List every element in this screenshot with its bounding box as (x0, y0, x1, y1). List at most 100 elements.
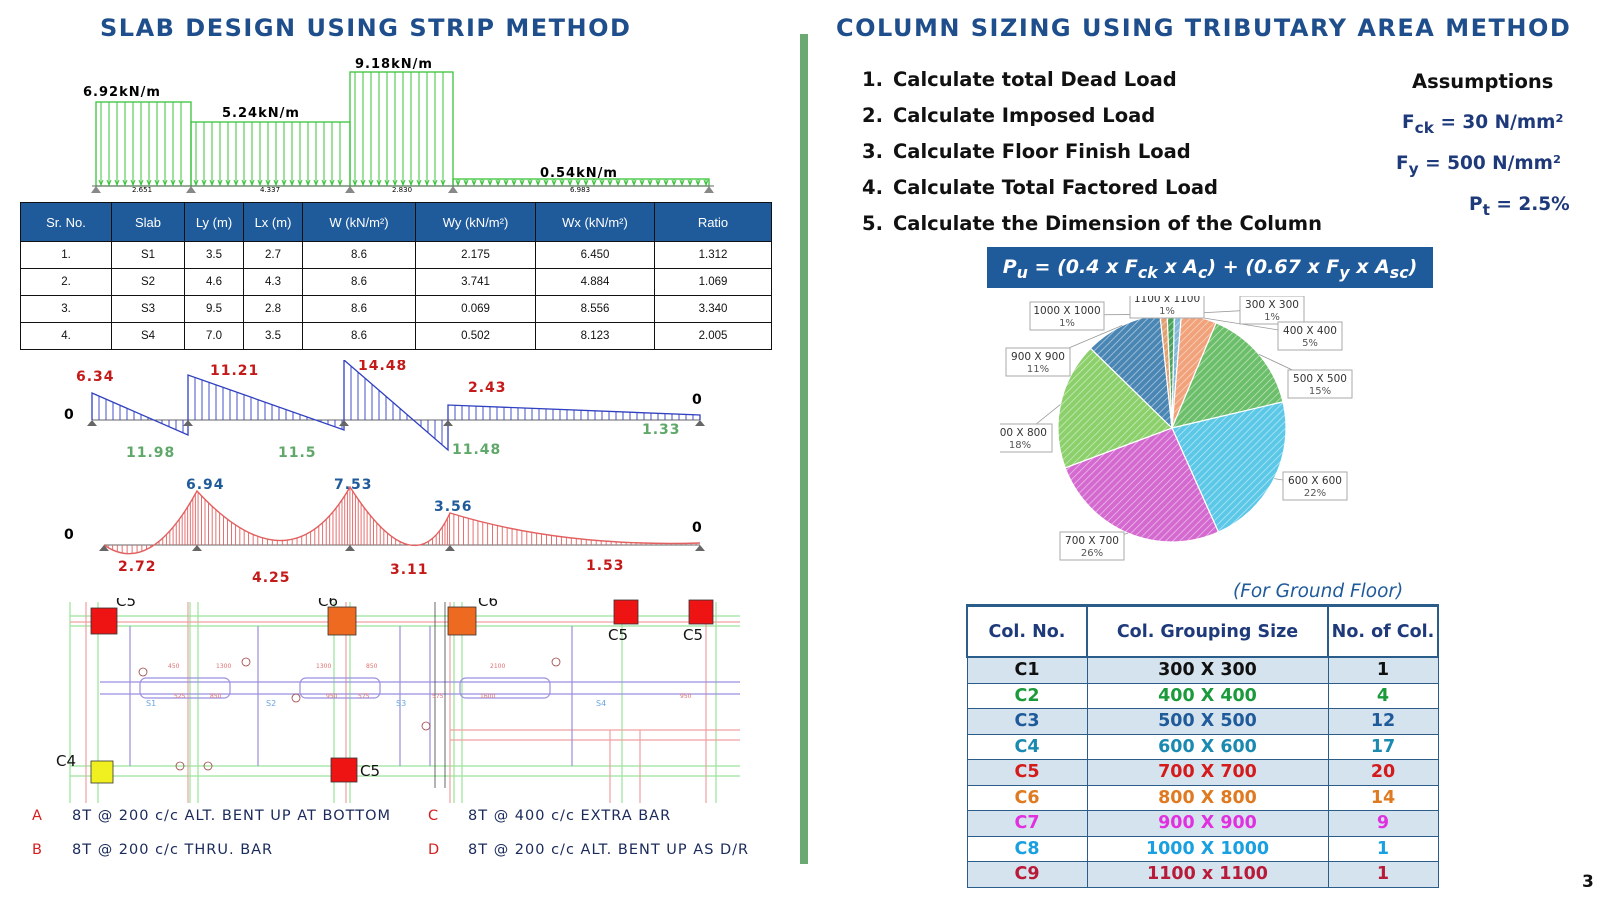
plan-dim: 850 (210, 693, 222, 700)
shear-pos-4: 2.43 (468, 380, 507, 396)
table-row: C3 500 X 500 12 (966, 708, 1439, 735)
moment-span-4: 1.53 (586, 558, 625, 574)
load-arrow-head (440, 179, 446, 187)
load-arrow-head (551, 179, 557, 187)
pie-label-category: 300 X 300 (1245, 299, 1299, 311)
col-count-cell: 12 (1327, 708, 1439, 735)
col-no-cell: C4 (966, 733, 1088, 760)
plan-dim: 450 (168, 663, 180, 670)
table-row: C5 700 X 700 20 (966, 759, 1439, 786)
right-title: COLUMN SIZING USING TRIBUTARY AREA METHO… (836, 14, 1572, 42)
table-cell: 8.123 (535, 322, 655, 350)
table-row: 3. S3 9.5 2.8 8.6 0.069 8.556 3.340 (20, 295, 772, 323)
col-header-no: Col. No. (966, 604, 1088, 658)
table-cell: 8.6 (302, 322, 416, 350)
slab-header-w: W (kN/m²) (302, 202, 416, 242)
pie-slice-hatch (1159, 314, 1172, 428)
plan-slab-label: S3 (396, 699, 406, 708)
moment-end-right: 0 (692, 520, 702, 536)
load-arrow-head (487, 179, 493, 187)
load-arrow-head (655, 179, 661, 187)
load-arrow-head (305, 179, 311, 187)
plan-slab-label: S4 (596, 699, 606, 708)
col-size-cell: 600 X 600 (1086, 733, 1329, 760)
pie-label-box (1277, 321, 1343, 351)
plan-dim: 950 (326, 693, 338, 700)
load-arrow-head (170, 179, 176, 187)
step-item: 2. Calculate Imposed Load (862, 104, 1322, 140)
pie-label-box (1005, 347, 1071, 377)
load-arrow-head (527, 179, 533, 187)
table-cell: 3.5 (184, 241, 244, 269)
assumption-fck: Fck = 30 N/mm² (1402, 112, 1564, 137)
table-cell: 1.069 (654, 268, 772, 296)
load-diagram: 6.92kN/m 5.24kN/m 9.18kN/m 0.54kN/m 2.65… (83, 58, 714, 194)
load-arrow-head (297, 179, 303, 187)
load-arrow-head (392, 179, 398, 187)
col-no-cell: C7 (966, 810, 1088, 837)
slab-table-header: Sr. No. Slab Ly (m) Lx (m) W (kN/m²) Wy … (20, 202, 772, 242)
load-arrow-head (329, 179, 335, 187)
col-size-cell: 1000 X 1000 (1086, 835, 1329, 862)
legend-text: 8T @ 200 c/c THRU. BAR (72, 842, 274, 858)
table-cell: 3.741 (415, 268, 536, 296)
col-header-count: No. of Col. (1327, 604, 1439, 658)
plan-col-label: C5 (608, 626, 628, 644)
table-row: C7 900 X 900 9 (966, 810, 1439, 837)
table-row: 4. S4 7.0 3.5 8.6 0.502 8.123 2.005 (20, 322, 772, 350)
table-cell: 8.6 (302, 295, 416, 323)
plan-col-label: C6 (478, 598, 498, 610)
plan-dim: 850 (366, 663, 378, 670)
table-cell: 3.5 (243, 322, 303, 350)
step-item: 4. Calculate Total Factored Load (862, 176, 1322, 212)
table-cell: 2.7 (243, 241, 303, 269)
pie-label-box (1287, 369, 1353, 399)
table-cell: 4. (20, 322, 112, 350)
load-arrow-head (671, 179, 677, 187)
table-row: C2 400 X 400 4 (966, 682, 1439, 709)
plan-slab-label: S1 (146, 699, 156, 708)
load-arrow-head (591, 179, 597, 187)
load-arrow-head (193, 179, 199, 187)
load-arrow-head (416, 179, 422, 187)
table-cell: 0.502 (415, 322, 536, 350)
pie-slice-hatch (1167, 314, 1175, 428)
col-count-cell: 20 (1327, 759, 1439, 786)
plan-col-label: C4 (56, 752, 76, 770)
pie-label-box (1000, 423, 1053, 453)
col-size-cell: 700 X 700 (1086, 759, 1329, 786)
legend-letter: B (32, 842, 43, 858)
col-no-cell: C8 (966, 835, 1088, 862)
col-count-cell: 17 (1327, 733, 1439, 760)
load-arrow-head (519, 179, 525, 187)
pie-label-category: 400 X 400 (1283, 325, 1337, 337)
pie-label-box (1029, 301, 1105, 331)
step-item: 3. Calculate Floor Finish Load (862, 140, 1322, 176)
col-size-cell: 800 X 800 (1086, 784, 1329, 811)
pie-label-box (1282, 471, 1348, 501)
pie-label-box (1239, 296, 1305, 325)
load-arrow-head (122, 179, 128, 187)
load-arrow-head (599, 179, 605, 187)
assumptions-title: Assumptions (1412, 70, 1554, 93)
load-arrow-head (703, 179, 709, 187)
step-item: 5. Calculate the Dimension of the Column (862, 212, 1322, 248)
col-no-cell: C2 (966, 682, 1088, 709)
slab-table: Sr. No. Slab Ly (m) Lx (m) W (kN/m²) Wy … (20, 202, 772, 350)
step-text: Calculate total Dead Load (893, 68, 1177, 91)
procedure-steps: 1. Calculate total Dead Load 2. Calculate … (862, 68, 1322, 248)
load-arrow-head (503, 179, 509, 187)
shear-pos-1: 6.34 (76, 369, 115, 385)
load-arrow-head (273, 179, 279, 187)
col-count-cell: 4 (1327, 682, 1439, 709)
pie-label-percent: 22% (1304, 488, 1326, 499)
table-cell: 7.0 (184, 322, 244, 350)
load-label-2: 5.24kN/m (222, 106, 300, 121)
table-cell: 8.6 (302, 268, 416, 296)
table-cell: 9.5 (184, 295, 244, 323)
load-arrow-head (257, 179, 263, 187)
table-cell: 2.8 (243, 295, 303, 323)
load-arrow-head (479, 179, 485, 187)
load-arrow-head (687, 179, 693, 187)
